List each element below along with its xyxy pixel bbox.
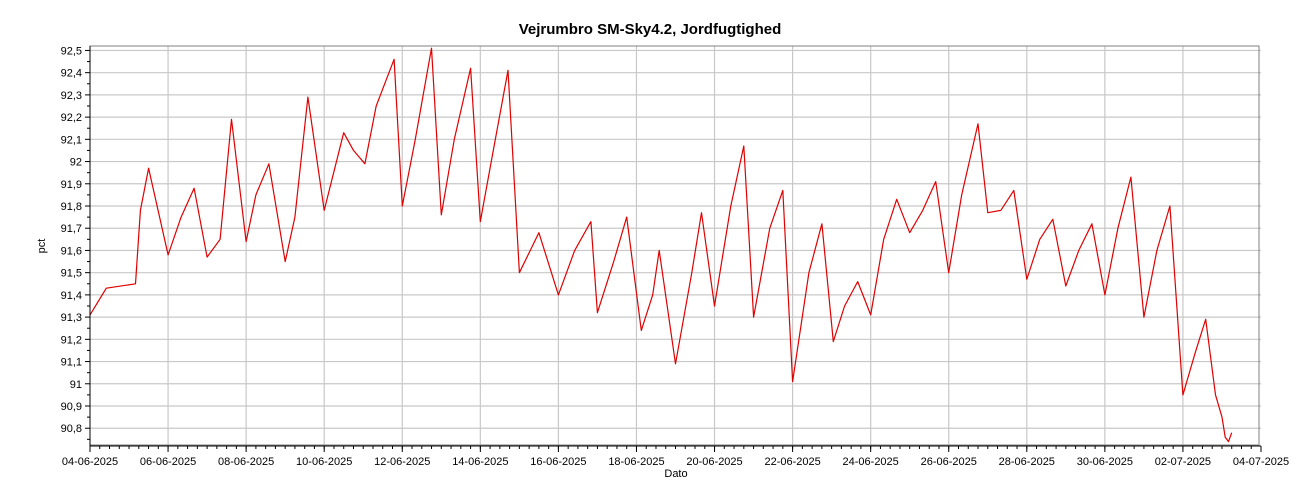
y-tick-label: 91,5 [61,268,82,280]
y-tick-label: 91 [70,379,82,391]
y-tick-label: 91,9 [61,179,82,191]
chart-title: Vejrumbro SM-Sky4.2, Jordfugtighed [519,21,782,38]
series-line [89,47,1233,443]
y-tick-label: 92,3 [61,90,82,102]
y-tick-label: 92,2 [61,112,82,124]
x-tick-label: 02-07-2025 [1155,456,1211,468]
y-tick-label: 91,7 [61,223,82,235]
x-tick-label: 30-06-2025 [1077,456,1133,468]
x-tick-label: 26-06-2025 [921,456,977,468]
y-tick-label: 90,8 [61,423,82,435]
series-layer [89,47,1233,443]
x-tick-label: 12-06-2025 [374,456,430,468]
x-tick-label: 24-06-2025 [843,456,899,468]
x-tick-label: 18-06-2025 [608,456,664,468]
y-tick-label: 92 [70,157,82,169]
x-tick-label: 04-07-2025 [1233,456,1289,468]
y-axis-ticks: 90,8 90,9 91 91,1 91,2 91,3 91,4 91,5 91,6 91,7 91… [61,45,90,440]
x-tick-label: 14-06-2025 [452,456,508,468]
y-tick-label: 90,9 [61,401,82,413]
x-tick-label: 04-06-2025 [62,456,118,468]
y-tick-label: 91,1 [61,357,82,369]
x-axis-ticks: 04-06-2025 06-06-2025 08-06-2025 10-06-2025… [62,446,1289,468]
x-tick-label: 06-06-2025 [140,456,196,468]
y-tick-label: 91,6 [61,245,82,257]
y-tick-label: 91,4 [61,290,82,302]
y-tick-label: 91,3 [61,312,82,324]
y-tick-label: 92,5 [61,45,82,57]
y-tick-label: 92,4 [61,68,82,80]
x-tick-label: 16-06-2025 [530,456,586,468]
gridlines [90,46,1261,446]
y-tick-label: 92,1 [61,134,82,146]
x-tick-label: 28-06-2025 [999,456,1055,468]
x-axis-title: Dato [664,468,687,480]
x-tick-label: 22-06-2025 [764,456,820,468]
y-tick-label: 91,2 [61,334,82,346]
x-tick-label: 10-06-2025 [296,456,352,468]
x-tick-label: 20-06-2025 [686,456,742,468]
plot-frame [89,45,1260,446]
y-axis-title: pct [36,239,48,254]
x-tick-label: 08-06-2025 [218,456,274,468]
y-tick-label: 91,8 [61,201,82,213]
